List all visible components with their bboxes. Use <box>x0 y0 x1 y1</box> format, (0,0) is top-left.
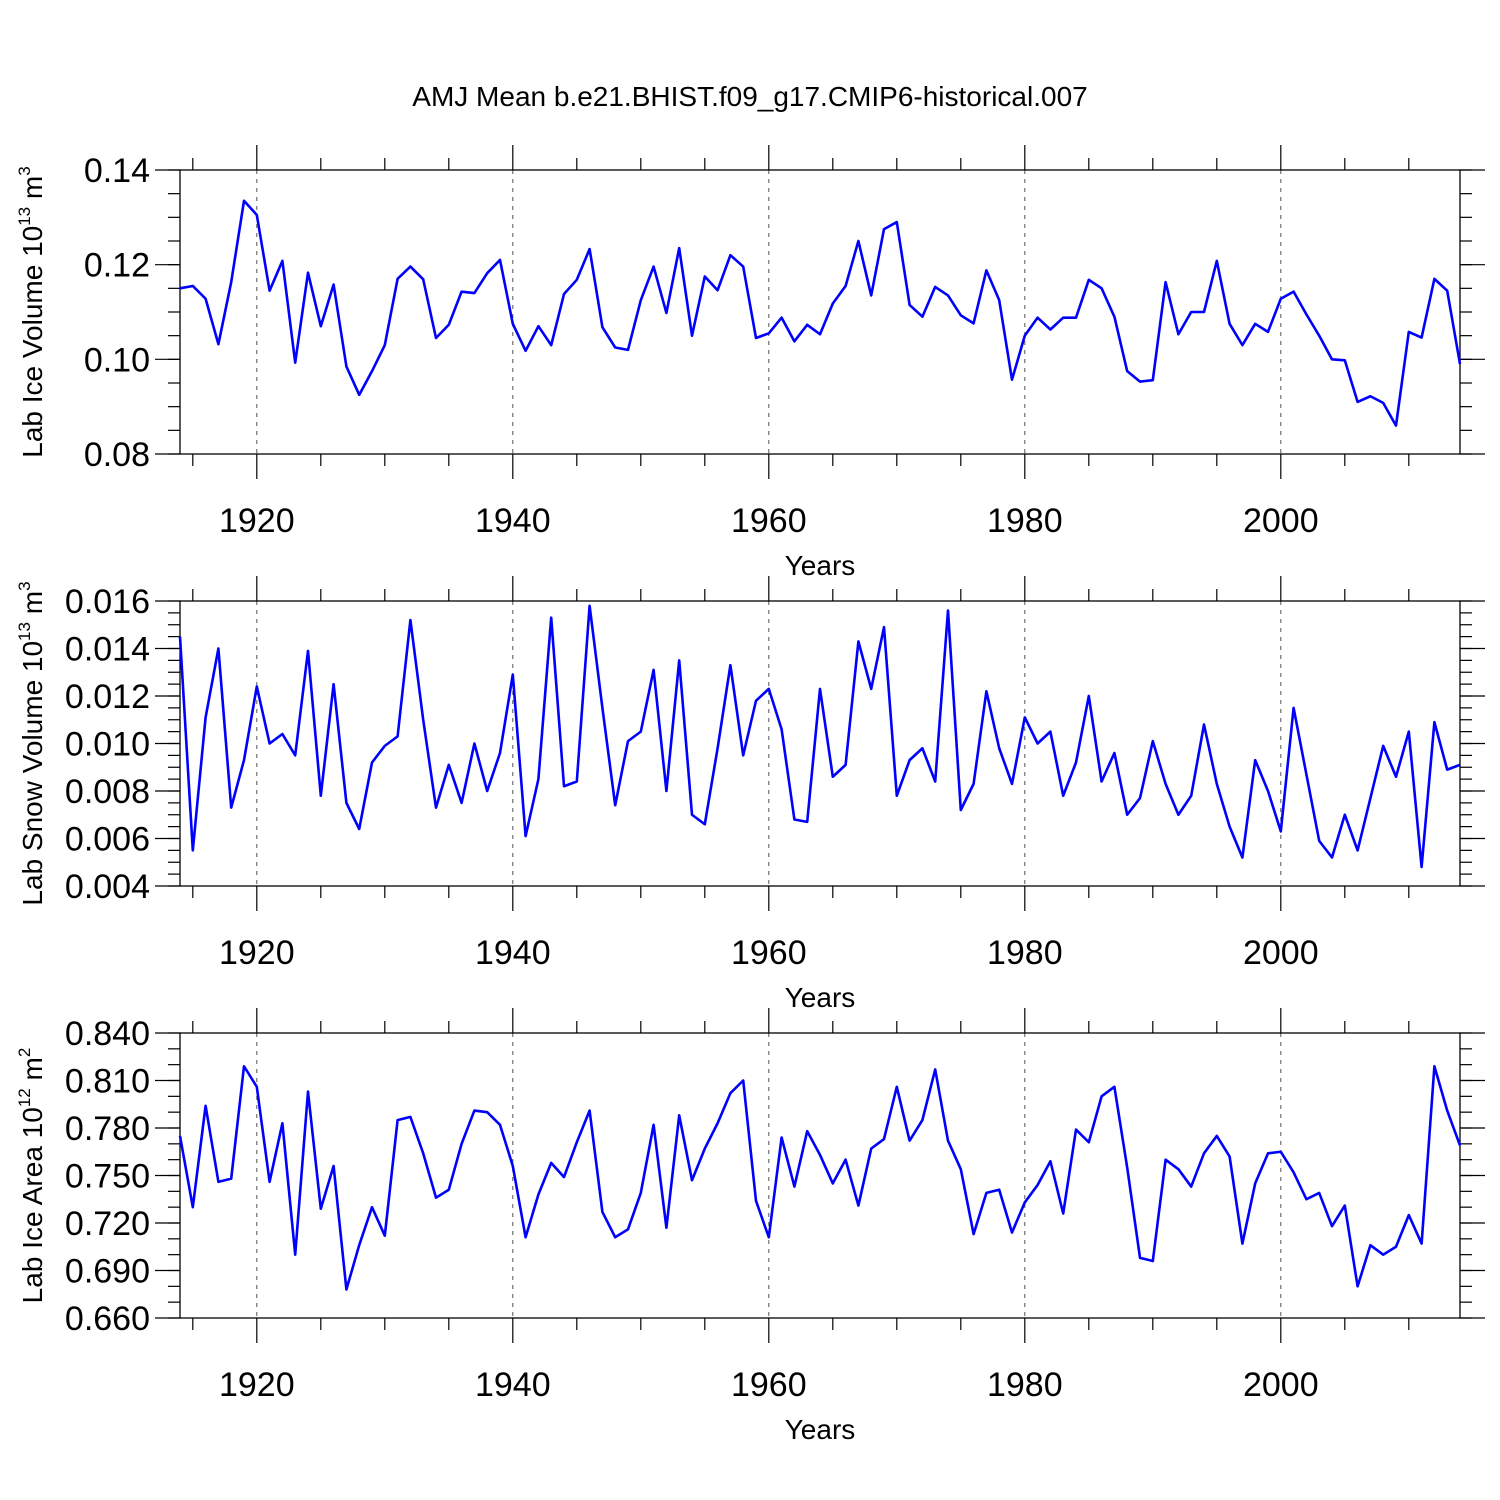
y-tick-label: 0.006 <box>65 821 150 859</box>
y-tick-label: 0.720 <box>65 1205 150 1243</box>
x-tick-label: 1940 <box>475 1366 551 1404</box>
x-tick-label: 1960 <box>731 502 807 540</box>
x-tick-label: 1920 <box>219 1366 295 1404</box>
x-axis-label: Years <box>785 1414 856 1445</box>
x-tick-label: 1980 <box>987 502 1063 540</box>
series-line <box>178 604 1461 869</box>
y-axis-label: Lab Ice Volume 1013 m3 <box>15 166 48 457</box>
y-tick-label: 0.690 <box>65 1253 150 1291</box>
y-tick-label: 0.780 <box>65 1110 150 1148</box>
x-tick-label: 1960 <box>731 1366 807 1404</box>
x-tick-label: 2000 <box>1243 934 1319 972</box>
y-tick-label: 0.010 <box>65 726 150 764</box>
x-tick-label: 1960 <box>731 934 807 972</box>
panel-2: 1920 1940 1960 1980 2000 0.004 0.006 0.008 0.010… <box>15 576 1485 1013</box>
x-tick-label: 2000 <box>1243 502 1319 540</box>
x-axis-label: Years <box>785 982 856 1013</box>
x-axis-label: Years <box>785 550 856 581</box>
y-tick-label: 0.750 <box>65 1158 150 1196</box>
x-tick-label: 2000 <box>1243 1366 1319 1404</box>
x-tick-label: 1920 <box>219 502 295 540</box>
panel-3: 1920 1940 1960 1980 2000 0.660 0.690 0.720 0.750… <box>15 1008 1485 1445</box>
panel-1: 1920 1940 1960 1980 2000 0.08 0.10 0.12 0.14 Year… <box>15 145 1485 581</box>
y-tick-label: 0.810 <box>65 1063 150 1101</box>
y-tick-label: 0.14 <box>84 152 150 190</box>
y-tick-label: 0.014 <box>65 631 150 669</box>
figure-title: AMJ Mean b.e21.BHIST.f09_g17.CMIP6-histo… <box>412 81 1087 112</box>
y-tick-label: 0.840 <box>65 1015 150 1053</box>
plot-frame <box>179 169 1461 455</box>
plot-frame <box>179 1032 1461 1319</box>
y-axis-label: Lab Ice Area 1012 m2 <box>15 1048 48 1304</box>
y-tick-label: 0.08 <box>84 436 150 474</box>
x-tick-label: 1940 <box>475 934 551 972</box>
y-tick-label: 0.004 <box>65 868 150 906</box>
x-tick-label: 1920 <box>219 934 295 972</box>
y-tick-label: 0.10 <box>84 341 150 379</box>
plot-frame <box>179 600 1461 887</box>
x-tick-label: 1980 <box>987 1366 1063 1404</box>
y-tick-label: 0.660 <box>65 1300 150 1338</box>
y-tick-label: 0.008 <box>65 773 150 811</box>
y-tick-label: 0.012 <box>65 678 150 716</box>
x-tick-label: 1980 <box>987 934 1063 972</box>
y-axis-label: Lab Snow Volume 1013 m3 <box>15 581 48 905</box>
y-tick-label: 0.016 <box>65 583 150 621</box>
y-tick-label: 0.12 <box>84 247 150 285</box>
x-tick-label: 1940 <box>475 502 551 540</box>
series-line <box>178 1064 1462 1291</box>
series-line <box>179 199 1462 427</box>
